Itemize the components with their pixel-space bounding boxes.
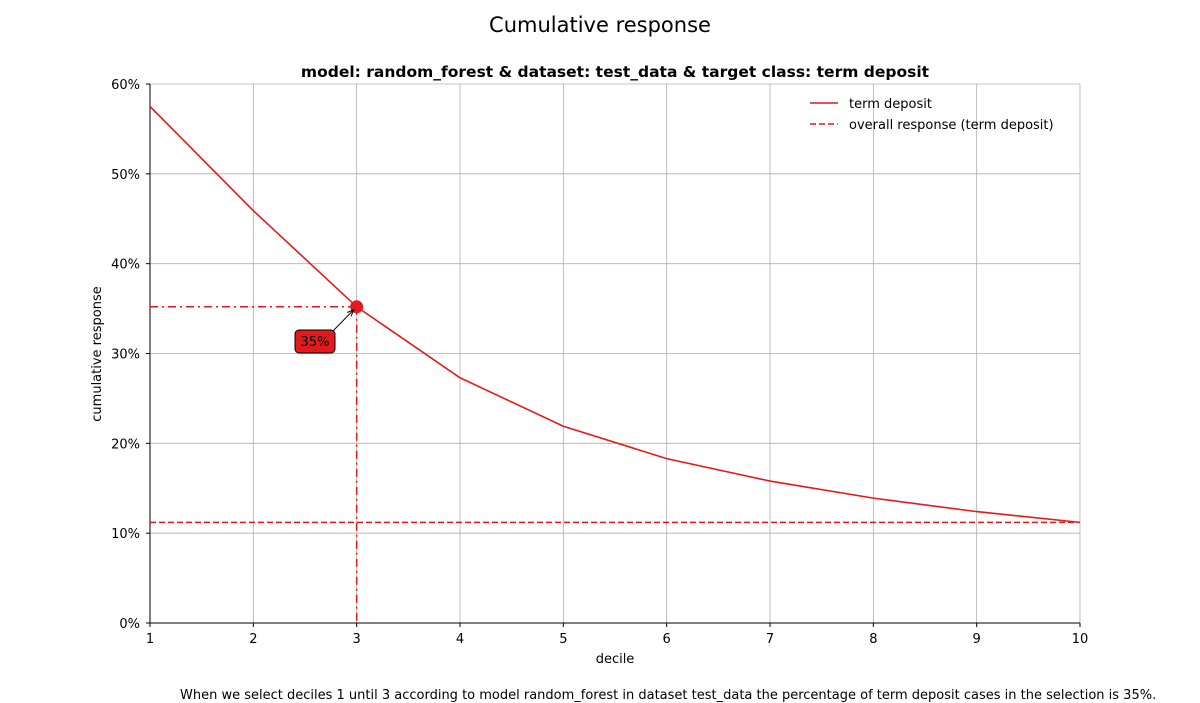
series [149,105,1081,524]
y-tick-label: 50% [111,168,140,183]
legend-entry: term deposit [849,97,932,112]
annotation-arrow-head [347,308,355,317]
y-tick-label: 40% [111,258,140,273]
x-tick-label: 5 [559,632,567,647]
x-axis-label: decile [596,652,635,667]
highlight: 35% [150,300,364,623]
y-tick-label: 20% [111,437,140,452]
x-tick-label: 1 [146,632,154,647]
chart-title: Cumulative response [489,13,711,37]
annotation-box [294,329,336,354]
y-tick-label: 10% [111,527,140,542]
x-tick-label: 10 [1072,632,1089,647]
axes [146,83,1081,627]
legend-entry: overall response (term deposit) [849,118,1054,133]
tick-labels: 1 2 3 4 5 6 7 8 9 10 0% 10% 20% 30% 40% 50% 60% [111,78,1088,647]
x-tick-label: 4 [456,632,464,647]
legend: term deposit overall response (term depos… [810,97,1054,133]
x-tick-label: 9 [973,632,981,647]
x-tick-label: 7 [766,632,774,647]
x-tick-label: 6 [663,632,671,647]
x-tick-label: 8 [869,632,877,647]
annotation-arrow-line [331,309,355,333]
grid [149,83,1081,624]
y-tick-label: 60% [111,78,140,93]
x-tick-label: 3 [353,632,361,647]
x-tick-label: 2 [249,632,257,647]
annotation-label: 35% [301,335,330,350]
y-tick-label: 30% [111,348,140,363]
chart-subtitle: model: random_forest & dataset: test_dat… [301,63,930,81]
y-axis-label: cumulative response [90,286,105,421]
series-line-term-deposit [149,105,1081,524]
footnote: When we select deciles 1 until 3 accordi… [180,688,1157,703]
y-tick-label: 0% [119,617,140,632]
